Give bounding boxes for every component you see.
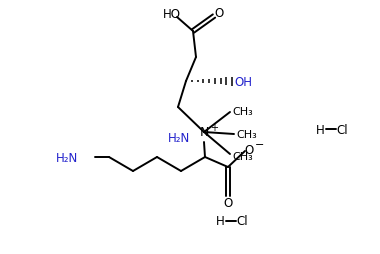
Text: H₂N: H₂N (56, 151, 78, 164)
Text: OH: OH (234, 75, 252, 88)
Text: O: O (214, 6, 223, 19)
Text: +: + (210, 122, 218, 133)
Text: CH₃: CH₃ (232, 151, 253, 161)
Text: H: H (316, 123, 325, 136)
Text: H: H (215, 215, 224, 228)
Text: CH₃: CH₃ (232, 107, 253, 117)
Text: HO: HO (163, 7, 181, 20)
Text: N: N (200, 126, 209, 139)
Text: H₂N: H₂N (168, 131, 190, 144)
Text: CH₃: CH₃ (236, 130, 257, 139)
Text: O: O (223, 197, 233, 210)
Text: Cl: Cl (336, 123, 348, 136)
Text: Cl: Cl (236, 215, 248, 228)
Text: −: − (255, 139, 264, 149)
Text: O: O (244, 144, 253, 157)
